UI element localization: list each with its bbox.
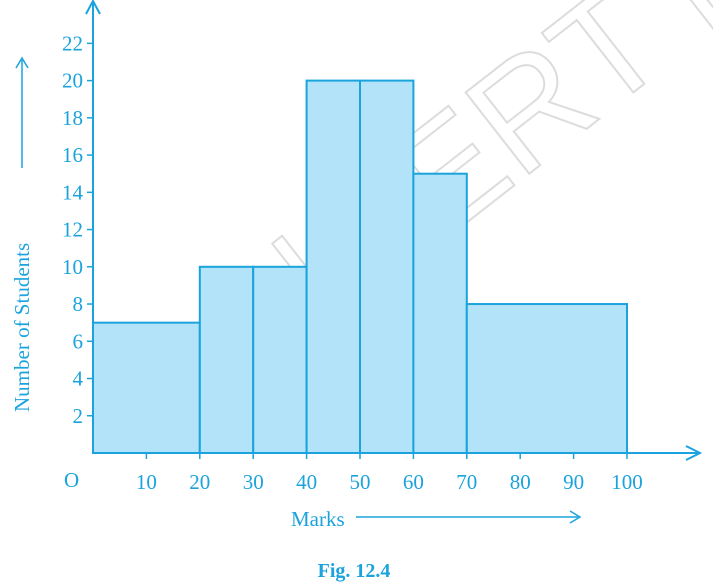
y-tick-label-10: 10 — [62, 255, 83, 279]
histogram-bar-30-40 — [252, 265, 308, 454]
x-tick-label-80: 80 — [510, 470, 531, 494]
y-tick-label-18: 18 — [62, 106, 83, 130]
y-tick-label-4: 4 — [73, 367, 84, 391]
y-ticks-group: 2 4 6 8 10 12 14 16 18 20 22 — [62, 31, 93, 428]
x-tick-label-90: 90 — [563, 470, 584, 494]
histogram-bar-70-100 — [465, 303, 628, 455]
y-tick-label-16: 16 — [62, 143, 83, 167]
y-title-arrowhead — [15, 56, 29, 69]
origin-label: O — [64, 468, 79, 492]
x-axis-title-group: Marks — [291, 507, 582, 531]
histogram-bar-50-60 — [359, 79, 415, 454]
x-tick-label-60: 60 — [403, 470, 424, 494]
y-tick-label-14: 14 — [62, 180, 84, 204]
x-ticks-group: 10 20 30 40 50 60 70 80 90 100 — [136, 453, 643, 494]
x-axis-arrowhead — [685, 445, 703, 461]
histogram-bar-20-30 — [198, 265, 255, 454]
y-tick-label-2: 2 — [73, 404, 84, 428]
x-tick-label-70: 70 — [456, 470, 477, 494]
histogram-bar-0-20 — [92, 321, 201, 454]
y-axis-arrowhead — [85, 0, 101, 15]
y-tick-label-22: 22 — [62, 31, 83, 55]
figure-caption: Fig. 12.4 — [318, 560, 391, 582]
histogram-bar-40-50 — [305, 79, 362, 454]
x-tick-label-30: 30 — [243, 470, 264, 494]
y-tick-label-20: 20 — [62, 69, 83, 93]
bars-group — [92, 79, 628, 455]
y-tick-label-12: 12 — [62, 218, 83, 242]
x-tick-label-50: 50 — [350, 470, 371, 494]
x-tick-label-10: 10 — [136, 470, 157, 494]
x-axis-title: Marks — [291, 507, 345, 531]
histogram-bar-60-70 — [412, 172, 468, 454]
y-tick-label-8: 8 — [73, 292, 84, 316]
x-tick-label-100: 100 — [611, 470, 643, 494]
x-title-arrowhead — [569, 510, 582, 524]
x-tick-label-40: 40 — [296, 470, 317, 494]
y-tick-label-6: 6 — [73, 329, 84, 353]
y-axis-title: Number of Students — [10, 243, 34, 412]
x-tick-label-20: 20 — [189, 470, 210, 494]
y-axis-title-group: Number of Students — [10, 56, 34, 412]
